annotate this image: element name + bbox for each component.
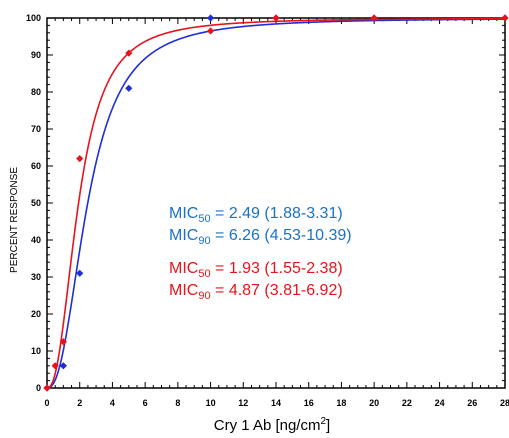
x-tick-label: 16	[304, 398, 314, 408]
data-point-series-1	[59, 338, 67, 346]
x-tick-label: 12	[238, 398, 248, 408]
x-tick-label: 10	[206, 398, 216, 408]
y-tick-label: 20	[31, 309, 41, 319]
y-axis-label: PERCENT RESPONSE	[9, 167, 20, 273]
x-tick-label: 0	[44, 398, 49, 408]
x-tick-label: 4	[110, 398, 115, 408]
data-point-series-1	[125, 49, 133, 57]
axes-layer: 0 2 4 6 8 10 12 14 16 18 20 22 24 26 28010203040506070…	[26, 13, 509, 408]
data-point-series-0	[59, 362, 67, 370]
annotation-blue-mic50: MIC50 = 2.49 (1.88-3.31)	[169, 205, 343, 225]
x-axis-label: Cry 1 Ab [ng/cm2]	[214, 416, 330, 434]
annotation-blue-mic90: MIC90 = 6.26 (4.53-10.39)	[169, 227, 352, 247]
data-point-series-0	[206, 14, 215, 22]
y-tick-label: 70	[31, 124, 41, 134]
y-tick-label: 90	[31, 50, 41, 60]
data-point-series-0	[76, 269, 84, 277]
data-point-series-1	[43, 384, 51, 392]
text-layer: PERCENT RESPONSE Cry 1 Ab [ng/cm2] MIC50…	[9, 167, 352, 434]
x-tick-label: 18	[336, 398, 346, 408]
x-tick-label: 28	[500, 398, 509, 408]
data-point-series-1	[501, 14, 509, 22]
y-tick-label: 100	[26, 13, 41, 23]
x-tick-label: 22	[402, 398, 412, 408]
y-tick-label: 40	[31, 235, 41, 245]
x-axis-label-main: Cry 1 Ab [ng/cm	[214, 417, 321, 434]
x-axis-label-sup: 2	[320, 416, 326, 427]
data-point-series-1	[51, 362, 59, 370]
data-point-series-1	[76, 155, 84, 163]
fit-curve-0	[46, 18, 506, 389]
data-point-series-1	[370, 14, 378, 22]
x-tick-label: 24	[435, 398, 445, 408]
annotation-red-mic50: MIC50 = 1.93 (1.55-2.38)	[169, 260, 343, 280]
plot-frame	[46, 17, 506, 389]
y-tick-label: 0	[36, 383, 41, 393]
y-tick-label: 60	[31, 161, 41, 171]
x-tick-label: 20	[369, 398, 379, 408]
x-tick-label: 6	[143, 398, 148, 408]
x-tick-label: 8	[175, 398, 180, 408]
data-point-series-0	[125, 84, 133, 92]
data-point-series-1	[272, 14, 280, 22]
x-tick-label: 2	[77, 398, 82, 408]
y-tick-label: 50	[31, 198, 41, 208]
x-tick-label: 14	[271, 398, 281, 408]
y-tick-label: 80	[31, 87, 41, 97]
curves-layer	[46, 17, 506, 389]
y-tick-label: 10	[31, 346, 41, 356]
x-tick-label: 26	[467, 398, 477, 408]
annotation-red-mic90: MIC90 = 4.87 (3.81-6.92)	[169, 282, 343, 302]
data-point-series-1	[206, 27, 215, 35]
points-layer	[43, 14, 509, 392]
x-axis-label-close: ]	[326, 417, 330, 434]
y-tick-label: 30	[31, 272, 41, 282]
fit-curve-1	[46, 17, 505, 389]
